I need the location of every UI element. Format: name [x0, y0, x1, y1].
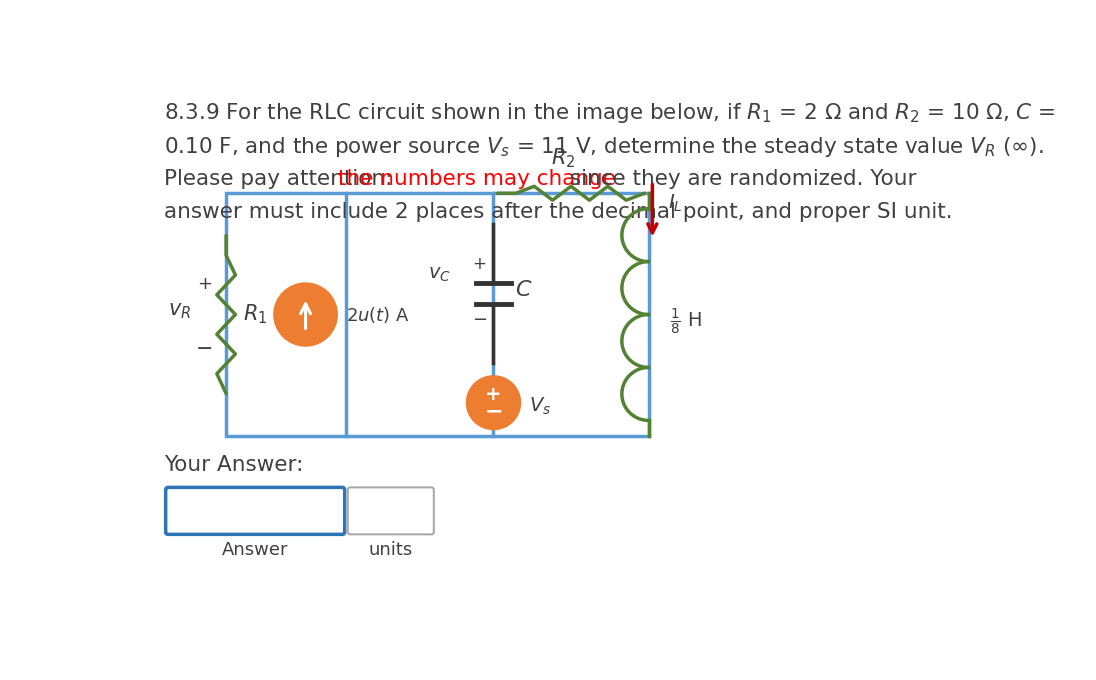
Text: Your Answer:: Your Answer: — [164, 455, 304, 475]
FancyBboxPatch shape — [165, 488, 345, 534]
Text: $v_C$: $v_C$ — [427, 265, 450, 284]
Text: +: + — [486, 385, 502, 404]
Text: −: − — [484, 402, 503, 422]
Circle shape — [275, 284, 336, 345]
Text: +: + — [197, 275, 212, 292]
Text: 2$u(t)$ A: 2$u(t)$ A — [346, 305, 410, 324]
Text: −: − — [196, 339, 214, 359]
Text: $\frac{1}{8}$ H: $\frac{1}{8}$ H — [670, 307, 703, 337]
Text: answer must include 2 places after the decimal point, and proper SI unit.: answer must include 2 places after the d… — [164, 203, 952, 222]
Text: $R_2$: $R_2$ — [551, 147, 575, 170]
Text: −: − — [472, 311, 487, 329]
Circle shape — [467, 377, 520, 429]
Text: $v_R$: $v_R$ — [168, 301, 191, 321]
Text: +: + — [472, 255, 487, 273]
Text: 0.10 F, and the power source $V_s$ = 11 V, determine the steady state value $V_R: 0.10 F, and the power source $V_s$ = 11 … — [164, 135, 1043, 158]
Text: units: units — [368, 541, 413, 559]
Text: $I_L$: $I_L$ — [667, 192, 683, 214]
Text: Please pay attention:: Please pay attention: — [164, 169, 399, 188]
Text: the numbers may change: the numbers may change — [339, 169, 616, 188]
Text: 8.3.9 For the RLC circuit shown in the image below, if $R_1$ = 2 $\Omega$ and $R: 8.3.9 For the RLC circuit shown in the i… — [164, 101, 1055, 125]
Bar — [226, 193, 649, 436]
Text: $V_s$: $V_s$ — [529, 396, 551, 418]
Text: Answer: Answer — [221, 541, 288, 559]
Text: $R_1$: $R_1$ — [243, 303, 267, 326]
Text: $C$: $C$ — [515, 279, 533, 299]
Text: since they are randomized. Your: since they are randomized. Your — [563, 169, 916, 188]
FancyBboxPatch shape — [347, 488, 434, 534]
